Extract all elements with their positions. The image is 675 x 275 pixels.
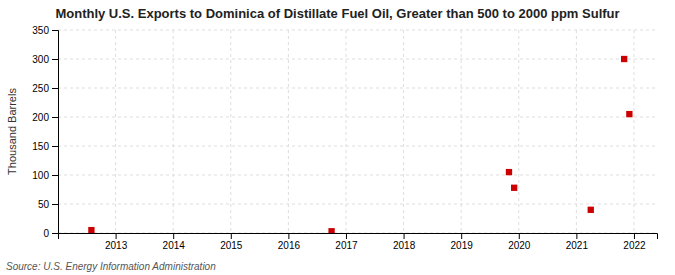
point [588, 207, 594, 213]
grid-line-x [403, 30, 404, 233]
x-tick: 2019 [451, 233, 474, 251]
x-axis-line [59, 234, 658, 240]
x-tick-mark [576, 233, 577, 239]
grid-line-y [58, 146, 657, 147]
y-axis: 0 50 100 150 200 250 300 350 [32, 25, 58, 239]
point [511, 185, 517, 191]
y-tick: 300 [32, 54, 58, 65]
grid-line-x [576, 30, 577, 233]
y-tick-label: 50 [38, 199, 50, 210]
x-tick-label: 2013 [105, 240, 128, 251]
grid-line-y [58, 204, 657, 205]
x-tick-mark [231, 233, 232, 239]
grid-line-x [230, 30, 231, 233]
x-tick: 2014 [163, 233, 186, 251]
x-tick-label: 2022 [623, 240, 646, 251]
grid-line-x [461, 30, 462, 233]
grid-line-x [345, 30, 346, 233]
y-tick-label: 300 [32, 54, 49, 65]
grid-line-x [518, 30, 519, 233]
point [506, 169, 512, 175]
y-tick-label: 350 [32, 25, 49, 36]
y-tick-label: 150 [32, 141, 49, 152]
grid-line-x [633, 30, 634, 233]
y-tick: 250 [32, 83, 58, 94]
x-tick: 2013 [105, 233, 128, 251]
x-tick: 2021 [566, 233, 589, 251]
y-tick-label: 100 [32, 170, 49, 181]
grid [58, 30, 657, 233]
x-tick-label: 2017 [335, 240, 358, 251]
grid-line-x [115, 30, 116, 233]
grid-line-y [58, 59, 657, 60]
y-tick-mark [52, 59, 58, 60]
y-tick-mark [52, 204, 58, 205]
x-tick-label: 2021 [566, 240, 589, 251]
point [621, 56, 627, 62]
x-tick-mark [461, 233, 462, 239]
y-tick-mark [52, 146, 58, 147]
y-tick: 350 [32, 25, 58, 36]
x-tick: 2018 [393, 233, 416, 251]
x-tick-label: 2015 [220, 240, 243, 251]
grid-line-y [58, 117, 657, 118]
x-tick-mark [519, 233, 520, 239]
x-tick: 2020 [508, 233, 531, 251]
grid-line-y [58, 88, 657, 89]
y-tick-label: 0 [43, 228, 49, 239]
x-tick: 2015 [220, 233, 243, 251]
x-tick-mark [288, 233, 289, 239]
x-tick-mark [404, 233, 405, 239]
x-tick-mark [634, 233, 635, 239]
grid-line-x [288, 30, 289, 233]
y-tick-mark [52, 233, 58, 234]
x-tick: 2016 [278, 233, 301, 251]
grid-line-y [58, 175, 657, 176]
x-tick-label: 2019 [451, 240, 474, 251]
title: Monthly U.S. Exports to Dominica of Dist… [55, 6, 619, 21]
x-tick-mark [116, 233, 117, 239]
y-tick-mark [52, 88, 58, 89]
x-axis: 2013 2014 2015 2016 2017 2018 2019 2020 2021 2022 [59, 233, 658, 251]
x-tick-mark [346, 233, 347, 239]
grid-line-x [173, 30, 174, 233]
grid-line-y [58, 30, 657, 31]
y-tick: 150 [32, 141, 58, 152]
source: Source: U.S. Energy Information Administ… [6, 261, 216, 272]
chart: 2013 2014 2015 2016 2017 2018 2019 2020 2021 2022… [0, 0, 675, 275]
x-tick-label: 2020 [508, 240, 531, 251]
points [88, 56, 632, 233]
x-tick: 2022 [623, 233, 646, 251]
y-tick: 50 [38, 199, 58, 210]
y-tick: 0 [43, 228, 58, 239]
y-tick: 100 [32, 170, 58, 181]
y-tick: 200 [32, 112, 58, 123]
y-tick-label: 250 [32, 83, 49, 94]
point [626, 111, 632, 117]
x-tick: 2017 [335, 233, 358, 251]
x-tick-label: 2014 [163, 240, 186, 251]
y-tick-label: 200 [32, 112, 49, 123]
y-tick-mark [52, 117, 58, 118]
x-tick-label: 2016 [278, 240, 301, 251]
y-axis-line [52, 31, 59, 234]
point [88, 227, 94, 233]
y-tick-mark [52, 30, 58, 31]
y-tick-mark [52, 175, 58, 176]
y-axis-title: Thousand Barrels [6, 88, 18, 175]
plot-area: 2013 2014 2015 2016 2017 2018 2019 2020 2021 2022… [6, 25, 658, 251]
point [328, 228, 334, 233]
x-tick-label: 2018 [393, 240, 416, 251]
x-tick-mark [173, 233, 174, 239]
